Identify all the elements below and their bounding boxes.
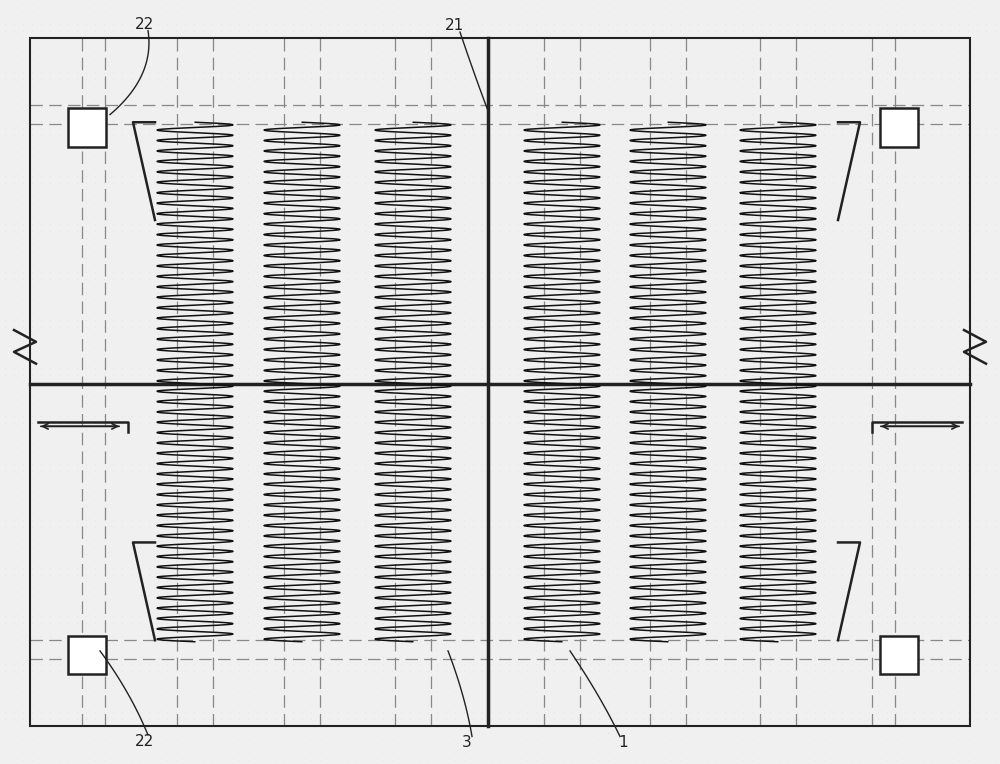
Text: 3: 3 bbox=[462, 735, 472, 750]
Text: 22: 22 bbox=[135, 733, 155, 749]
Text: 21: 21 bbox=[445, 18, 465, 34]
Bar bbox=[68, 636, 106, 674]
Text: 22: 22 bbox=[135, 17, 155, 32]
Text: 1: 1 bbox=[618, 735, 628, 750]
Bar bbox=[880, 636, 918, 674]
Bar bbox=[68, 108, 106, 147]
Bar bbox=[880, 108, 918, 147]
Bar bbox=[30, 38, 970, 726]
